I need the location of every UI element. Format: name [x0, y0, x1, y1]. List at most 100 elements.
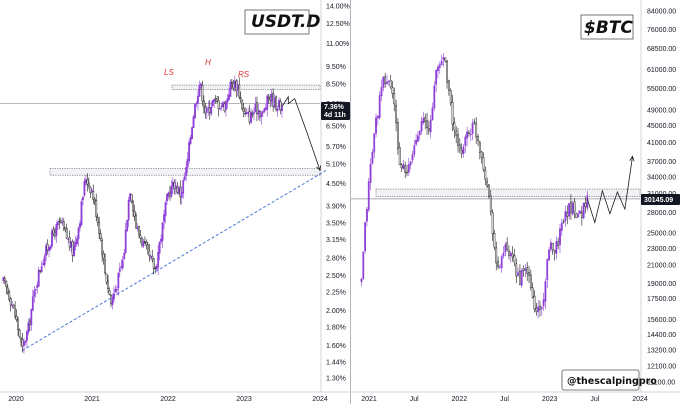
btc-candle-body [489, 195, 492, 213]
usdt-candle-body [30, 308, 33, 326]
usdt-candle [93, 197, 96, 206]
usdt-y-tick: 5.10% [326, 162, 346, 169]
btc-y-tick: 28000.00 [647, 210, 676, 217]
usdt-candle [151, 249, 154, 263]
btc-candle [509, 250, 512, 263]
btc-y-tick: 19000.00 [647, 281, 676, 288]
usdt-candle-body [49, 245, 52, 250]
usdt-candle-body [33, 290, 36, 297]
btc-candle-body [451, 101, 454, 125]
usdt-candle-body [214, 98, 217, 100]
btc-x-tick: 2022 [452, 396, 468, 403]
btc-candle-body [393, 93, 396, 105]
usdt-candle [70, 240, 73, 253]
usdt-candle-body [208, 107, 211, 113]
usdt-candle [183, 172, 186, 182]
head-label: H [205, 58, 211, 67]
btc-candle-body [367, 181, 370, 211]
btc-candle-body [531, 287, 534, 298]
btc-candle [500, 254, 503, 273]
btc-candle-body [542, 299, 545, 307]
btc-candle-body [497, 261, 499, 267]
usdt-candle-body [104, 259, 106, 273]
usdt-y-tick: 1.30% [326, 376, 346, 383]
usdt-candle [216, 95, 219, 103]
usdt-x-tick: 2023 [236, 396, 252, 403]
usdt-candle-body [15, 315, 18, 321]
usdt-candle [14, 301, 17, 320]
btc-candle [484, 166, 487, 186]
usdt-candle-body [65, 228, 68, 239]
usdt-candle-body [163, 214, 165, 222]
usdt-candle [37, 266, 40, 287]
usdt-candle [145, 239, 148, 250]
usdt-candle-body [217, 100, 220, 110]
usdt-candle [257, 103, 260, 120]
usdt-candle-body [135, 215, 137, 228]
usdt-candle-body [229, 82, 232, 97]
usdt-candle [195, 101, 198, 108]
usdt-candle [139, 230, 142, 244]
usdt-candle-body [238, 84, 241, 98]
btc-candles [360, 52, 589, 319]
usdt-candle [167, 191, 170, 200]
btc-candle-body [509, 252, 512, 256]
usdt-y-tick: 3.50% [326, 220, 346, 227]
btc-y-tick: 25000.00 [647, 231, 676, 238]
usdt-candle-body [247, 112, 249, 114]
btc-candle [502, 246, 505, 259]
usdt-candle [186, 151, 189, 174]
btc-y-tick: 61000.00 [647, 67, 676, 74]
usdt-candle-body [54, 232, 56, 237]
usdt-candle-body [45, 245, 47, 257]
usdt-candle-body [194, 103, 196, 119]
btc-candle [438, 61, 441, 74]
btc-candle-body [473, 121, 476, 123]
usdt-candle [171, 177, 174, 194]
btc-candle [508, 245, 510, 260]
usdt-y-tick: 1.44% [326, 359, 346, 366]
btc-candle-body [447, 80, 450, 91]
btc-candle-body [395, 104, 397, 124]
usdt-candle-body [173, 182, 176, 190]
btc-candle [376, 115, 379, 126]
btc-candle [548, 246, 550, 261]
usdt-candle-body [179, 186, 182, 197]
btc-candle-body [413, 145, 416, 155]
usdt-candle-body [273, 97, 276, 108]
btc-candle-body [458, 144, 461, 150]
btc-y-tick: 55000.00 [647, 86, 676, 93]
btc-candle-body [364, 222, 367, 252]
usdt-candle-body [174, 185, 177, 189]
usdt-candle [40, 260, 43, 273]
btc-candle-body [500, 256, 503, 269]
btc-candle-body [539, 305, 541, 310]
btc-candle [519, 264, 521, 286]
usdt-candle [130, 193, 133, 204]
usdt-candle [169, 185, 171, 201]
usdt-y-tick: 1.80% [326, 325, 346, 332]
usdt-candle [90, 188, 93, 194]
usdt-candle [111, 293, 114, 310]
btc-candle [384, 72, 387, 88]
btc-candle [411, 150, 414, 164]
usdt-candle [188, 139, 191, 164]
usdt-candle-body [189, 137, 192, 144]
usdt-candle [65, 223, 68, 239]
usdt-candle [197, 90, 199, 111]
btc-projection-arrowhead [629, 155, 635, 162]
btc-candle [482, 152, 485, 172]
usdt-candle [51, 228, 53, 249]
btc-resistance-zone [375, 188, 641, 198]
btc-candle [517, 267, 519, 277]
btc-candle [367, 177, 370, 213]
btc-y-tick: 23000.00 [647, 246, 676, 253]
btc-candle [555, 236, 558, 260]
btc-y-tick: 84000.00 [647, 9, 676, 16]
usdt-candle [260, 111, 263, 125]
usdt-candle-body [157, 251, 160, 268]
btc-candle-body [457, 133, 459, 146]
btc-candle [380, 79, 383, 102]
usdt-candle-body [211, 100, 214, 107]
usdt-candle-body [213, 98, 216, 103]
